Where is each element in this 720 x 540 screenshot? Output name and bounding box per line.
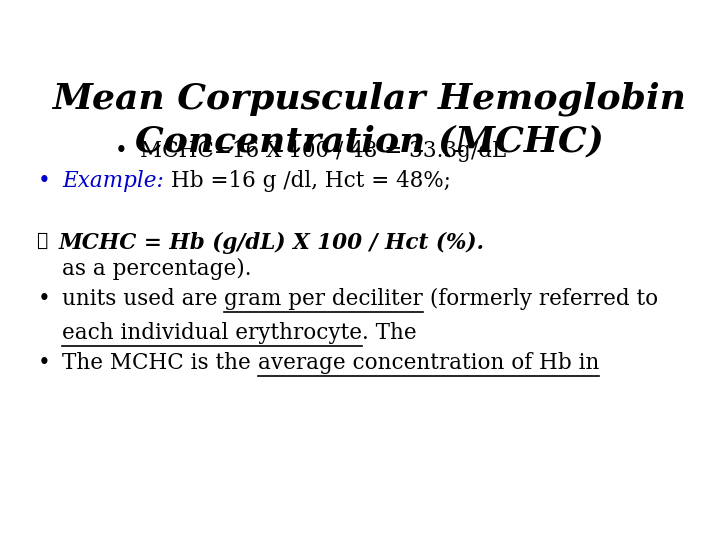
Text: ❖: ❖ [36, 232, 48, 250]
Text: Hb =16 g /dl, Hct = 48%;: Hb =16 g /dl, Hct = 48%; [171, 170, 451, 192]
Text: •: • [38, 288, 50, 310]
Text: each individual erythrocyte: each individual erythrocyte [62, 322, 362, 344]
Text: MCHC=16 X 100 / 48 = 33.3g/dL: MCHC=16 X 100 / 48 = 33.3g/dL [140, 140, 506, 162]
Text: Mean Corpuscular Hemoglobin
Concentration (MCHC): Mean Corpuscular Hemoglobin Concentratio… [52, 82, 686, 158]
Text: MCHC = Hb (g/dL) X 100 / Hct (%).: MCHC = Hb (g/dL) X 100 / Hct (%). [59, 232, 485, 254]
Text: •: • [38, 170, 50, 192]
Text: •: • [115, 140, 127, 162]
Text: gram per deciliter: gram per deciliter [225, 288, 423, 310]
Text: (formerly referred to: (formerly referred to [423, 288, 658, 310]
Text: •: • [38, 352, 50, 374]
Text: units used are: units used are [62, 288, 225, 310]
Text: average concentration of Hb in: average concentration of Hb in [258, 352, 599, 374]
Text: Example:: Example: [62, 170, 171, 192]
Text: as a percentage).: as a percentage). [62, 258, 251, 280]
Text: The MCHC is the: The MCHC is the [62, 352, 258, 374]
Text: . The: . The [362, 322, 417, 344]
